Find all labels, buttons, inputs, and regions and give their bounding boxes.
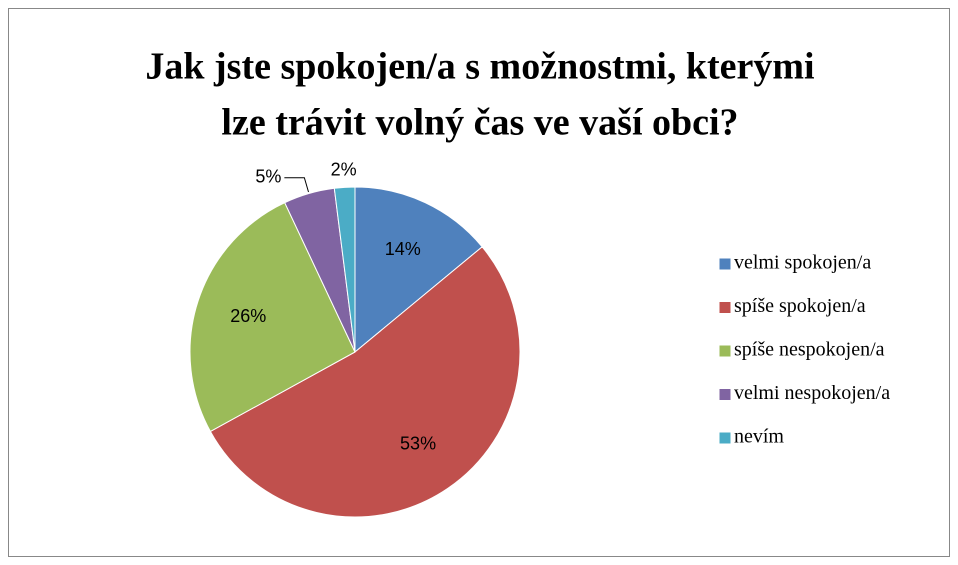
legend-label: nevím [734, 426, 784, 448]
legend-swatch [718, 431, 732, 445]
legend-swatch [718, 257, 732, 271]
legend-swatch [718, 388, 732, 401]
legend-swatch [718, 301, 732, 314]
legend-label: velmi nespokojen/a [734, 382, 890, 404]
pie-slice [209, 246, 521, 518]
data-label: 53% [400, 434, 436, 454]
data-label: 26% [230, 306, 266, 326]
pie-slice [189, 202, 356, 433]
leader-line [284, 177, 309, 193]
data-label: 2% [331, 160, 357, 180]
chart-title: Jak jste spokojen/a s možnostmi, kterými [145, 46, 814, 88]
data-label: 14% [385, 239, 421, 259]
pie-slice [333, 186, 356, 353]
legend-label: spíše nespokojen/a [734, 339, 885, 361]
pie-slice [354, 186, 483, 354]
legend-label: velmi spokojen/a [734, 252, 871, 274]
chart-title: lze trávit volný čas ve vaší obci? [221, 102, 738, 144]
legend-label: spíše spokojen/a [734, 295, 866, 317]
data-label: 5% [255, 166, 281, 186]
legend-swatch [718, 344, 732, 358]
